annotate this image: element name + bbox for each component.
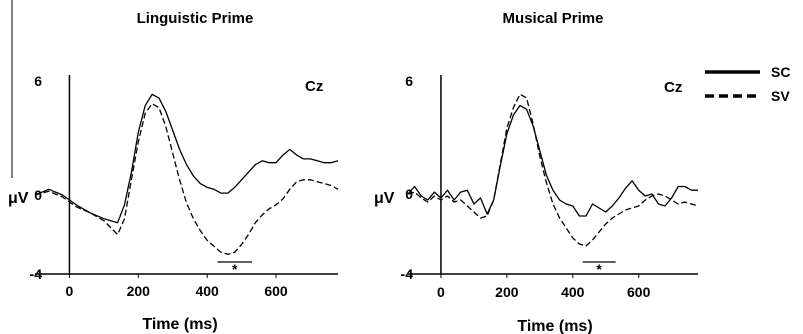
y-tick-label: 6 — [405, 73, 413, 89]
x-tick-label: 200 — [127, 283, 151, 299]
y-tick-label: -4 — [30, 266, 43, 282]
series-line-sv — [407, 93, 699, 247]
y-tick-label: 6 — [34, 73, 42, 89]
panel-title: Musical Prime — [503, 10, 604, 27]
y-axis-label: μV — [374, 190, 395, 207]
electrode-label: Cz — [305, 78, 323, 95]
x-tick-label: 0 — [437, 284, 445, 300]
x-tick-label: 400 — [561, 284, 585, 300]
y-tick-label: -4 — [401, 266, 414, 282]
legend-label-sv: SV — [771, 88, 790, 104]
x-tick-label: 0 — [66, 283, 74, 299]
panel-linguistic-prime: Linguistic Prime Cz μV Time (ms) 6 0 -4 0 20… — [8, 10, 339, 333]
electrode-label: Cz — [664, 79, 682, 96]
x-tick-label: 600 — [627, 284, 651, 300]
legend-label-sc: SC — [771, 64, 790, 80]
significance-star: * — [232, 261, 238, 277]
y-tick-label: 0 — [34, 187, 42, 203]
x-tick-label: 200 — [495, 284, 519, 300]
series-line-sv — [34, 103, 339, 255]
x-tick-label: 600 — [264, 283, 288, 299]
x-tick-label: 400 — [195, 283, 219, 299]
panel-musical-prime: Musical Prime Cz μV Time (ms) 60-40 200 40… — [374, 10, 699, 334]
series-line-sc — [34, 93, 339, 224]
panel-title: Linguistic Prime — [137, 10, 254, 27]
x-axis-label: Time (ms) — [142, 316, 217, 333]
series-line-sc — [407, 104, 698, 217]
legend: SC SV — [705, 64, 790, 104]
significance-star: * — [596, 261, 602, 277]
x-axis-label: Time (ms) — [517, 318, 592, 334]
y-axis-label: μV — [8, 190, 29, 207]
